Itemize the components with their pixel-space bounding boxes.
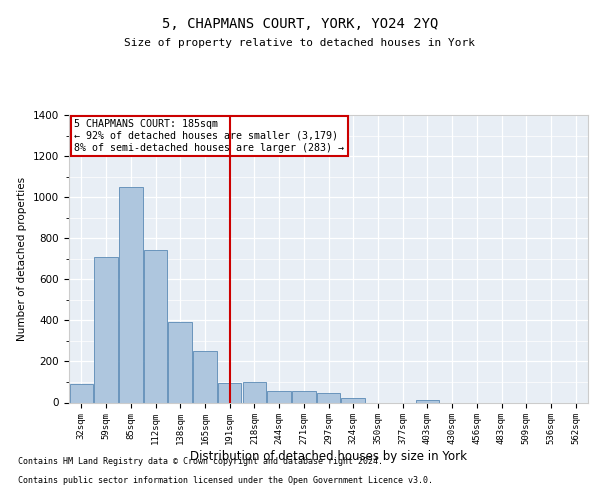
- Bar: [292, 391, 316, 402]
- Bar: [218, 383, 241, 402]
- Text: Contains public sector information licensed under the Open Government Licence v3: Contains public sector information licen…: [18, 476, 433, 485]
- Bar: [193, 351, 217, 403]
- Bar: [94, 256, 118, 402]
- Bar: [317, 394, 340, 402]
- Text: 5, CHAPMANS COURT, YORK, YO24 2YQ: 5, CHAPMANS COURT, YORK, YO24 2YQ: [162, 18, 438, 32]
- Text: 5 CHAPMANS COURT: 185sqm
← 92% of detached houses are smaller (3,179)
8% of semi: 5 CHAPMANS COURT: 185sqm ← 92% of detach…: [74, 120, 344, 152]
- Text: Contains HM Land Registry data © Crown copyright and database right 2024.: Contains HM Land Registry data © Crown c…: [18, 458, 383, 466]
- Bar: [341, 398, 365, 402]
- Text: Size of property relative to detached houses in York: Size of property relative to detached ho…: [125, 38, 476, 48]
- Bar: [416, 400, 439, 402]
- Y-axis label: Number of detached properties: Number of detached properties: [17, 176, 28, 341]
- Bar: [119, 187, 143, 402]
- X-axis label: Distribution of detached houses by size in York: Distribution of detached houses by size …: [190, 450, 467, 463]
- Bar: [144, 250, 167, 402]
- Bar: [242, 382, 266, 402]
- Bar: [169, 322, 192, 402]
- Bar: [268, 391, 291, 402]
- Bar: [70, 384, 93, 402]
